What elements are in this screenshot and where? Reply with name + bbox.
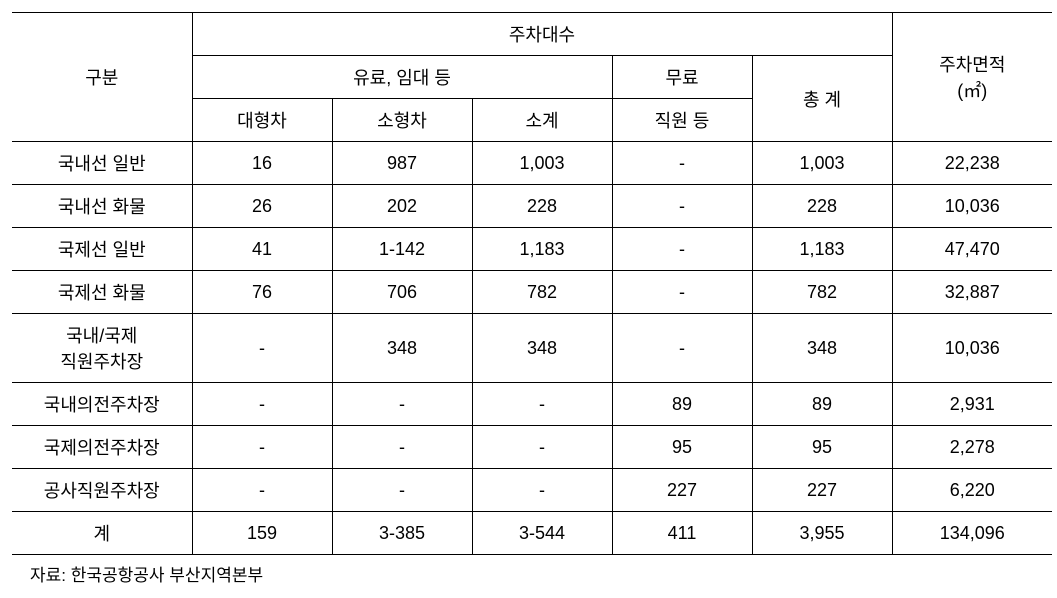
cell-large: 41 <box>192 228 332 271</box>
cell-small: - <box>332 426 472 469</box>
table-row: 국제선 화물 76 706 782 - 782 32,887 <box>12 271 1052 314</box>
table-row: 국내/국제직원주차장 - 348 348 - 348 10,036 <box>12 314 1052 383</box>
cell-small: 3-385 <box>332 512 472 555</box>
cell-small: 1-142 <box>332 228 472 271</box>
cell-subtotal: 1,003 <box>472 142 612 185</box>
cell-area: 6,220 <box>892 469 1052 512</box>
cell-small: - <box>332 383 472 426</box>
cell-area: 47,470 <box>892 228 1052 271</box>
header-small-car: 소형차 <box>332 99 472 142</box>
cell-area: 2,931 <box>892 383 1052 426</box>
table-row: 국내의전주차장 - - - 89 89 2,931 <box>12 383 1052 426</box>
row-label: 국내선 화물 <box>12 185 192 228</box>
cell-staff: - <box>612 228 752 271</box>
header-subtotal: 소계 <box>472 99 612 142</box>
cell-subtotal: 1,183 <box>472 228 612 271</box>
cell-total: 95 <box>752 426 892 469</box>
cell-subtotal: - <box>472 426 612 469</box>
row-label: 국제선 화물 <box>12 271 192 314</box>
source-note: 자료: 한국공항공사 부산지역본부 <box>12 561 1045 586</box>
cell-small: - <box>332 469 472 512</box>
header-parking-count: 주차대수 <box>192 13 892 56</box>
cell-large: 16 <box>192 142 332 185</box>
cell-area: 134,096 <box>892 512 1052 555</box>
cell-subtotal: 782 <box>472 271 612 314</box>
cell-small: 202 <box>332 185 472 228</box>
cell-large: - <box>192 426 332 469</box>
cell-staff: 411 <box>612 512 752 555</box>
cell-subtotal: - <box>472 383 612 426</box>
cell-total: 228 <box>752 185 892 228</box>
cell-area: 10,036 <box>892 314 1052 383</box>
cell-staff: - <box>612 271 752 314</box>
cell-large: 76 <box>192 271 332 314</box>
row-label: 국내의전주차장 <box>12 383 192 426</box>
cell-staff: - <box>612 142 752 185</box>
cell-total: 3,955 <box>752 512 892 555</box>
cell-large: - <box>192 383 332 426</box>
cell-subtotal: 228 <box>472 185 612 228</box>
table-row-total: 계 159 3-385 3-544 411 3,955 134,096 <box>12 512 1052 555</box>
row-label: 국내선 일반 <box>12 142 192 185</box>
cell-area: 2,278 <box>892 426 1052 469</box>
cell-staff: 95 <box>612 426 752 469</box>
cell-total: 89 <box>752 383 892 426</box>
cell-subtotal: 348 <box>472 314 612 383</box>
row-label: 계 <box>12 512 192 555</box>
row-label: 국제선 일반 <box>12 228 192 271</box>
row-label: 국내/국제직원주차장 <box>12 314 192 383</box>
cell-area: 32,887 <box>892 271 1052 314</box>
cell-large: 159 <box>192 512 332 555</box>
table-row: 국내선 화물 26 202 228 - 228 10,036 <box>12 185 1052 228</box>
cell-total: 348 <box>752 314 892 383</box>
cell-large: - <box>192 314 332 383</box>
header-large-car: 대형차 <box>192 99 332 142</box>
header-parking-area: 주차면적(㎡) <box>892 13 1052 142</box>
cell-total: 1,003 <box>752 142 892 185</box>
header-paid-rental: 유료, 임대 등 <box>192 56 612 99</box>
header-total: 총 계 <box>752 56 892 142</box>
cell-total: 227 <box>752 469 892 512</box>
cell-area: 10,036 <box>892 185 1052 228</box>
cell-area: 22,238 <box>892 142 1052 185</box>
table-row: 국제선 일반 41 1-142 1,183 - 1,183 47,470 <box>12 228 1052 271</box>
table-row: 국제의전주차장 - - - 95 95 2,278 <box>12 426 1052 469</box>
cell-subtotal: 3-544 <box>472 512 612 555</box>
table-row: 공사직원주차장 - - - 227 227 6,220 <box>12 469 1052 512</box>
cell-total: 1,183 <box>752 228 892 271</box>
cell-staff: - <box>612 185 752 228</box>
cell-staff: 89 <box>612 383 752 426</box>
header-category: 구분 <box>12 13 192 142</box>
parking-data-table: 구분 주차대수 주차면적(㎡) 유료, 임대 등 무료 총 계 대형차 소형차 … <box>12 12 1052 555</box>
row-label: 국제의전주차장 <box>12 426 192 469</box>
header-staff-etc: 직원 등 <box>612 99 752 142</box>
cell-small: 706 <box>332 271 472 314</box>
row-label: 공사직원주차장 <box>12 469 192 512</box>
table-row: 국내선 일반 16 987 1,003 - 1,003 22,238 <box>12 142 1052 185</box>
cell-subtotal: - <box>472 469 612 512</box>
cell-staff: - <box>612 314 752 383</box>
cell-large: 26 <box>192 185 332 228</box>
cell-small: 348 <box>332 314 472 383</box>
cell-staff: 227 <box>612 469 752 512</box>
cell-small: 987 <box>332 142 472 185</box>
cell-large: - <box>192 469 332 512</box>
header-free: 무료 <box>612 56 752 99</box>
cell-total: 782 <box>752 271 892 314</box>
